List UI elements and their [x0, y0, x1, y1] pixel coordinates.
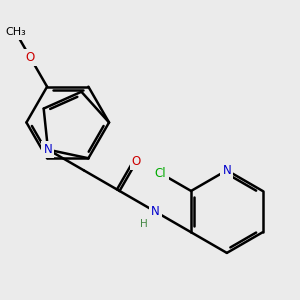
- Text: O: O: [132, 155, 141, 168]
- Text: Cl: Cl: [155, 167, 167, 180]
- Text: N: N: [223, 164, 231, 177]
- Text: N: N: [151, 205, 160, 218]
- Text: O: O: [26, 51, 35, 64]
- Text: N: N: [44, 143, 52, 156]
- Text: H: H: [140, 220, 148, 230]
- Text: CH₃: CH₃: [5, 27, 26, 37]
